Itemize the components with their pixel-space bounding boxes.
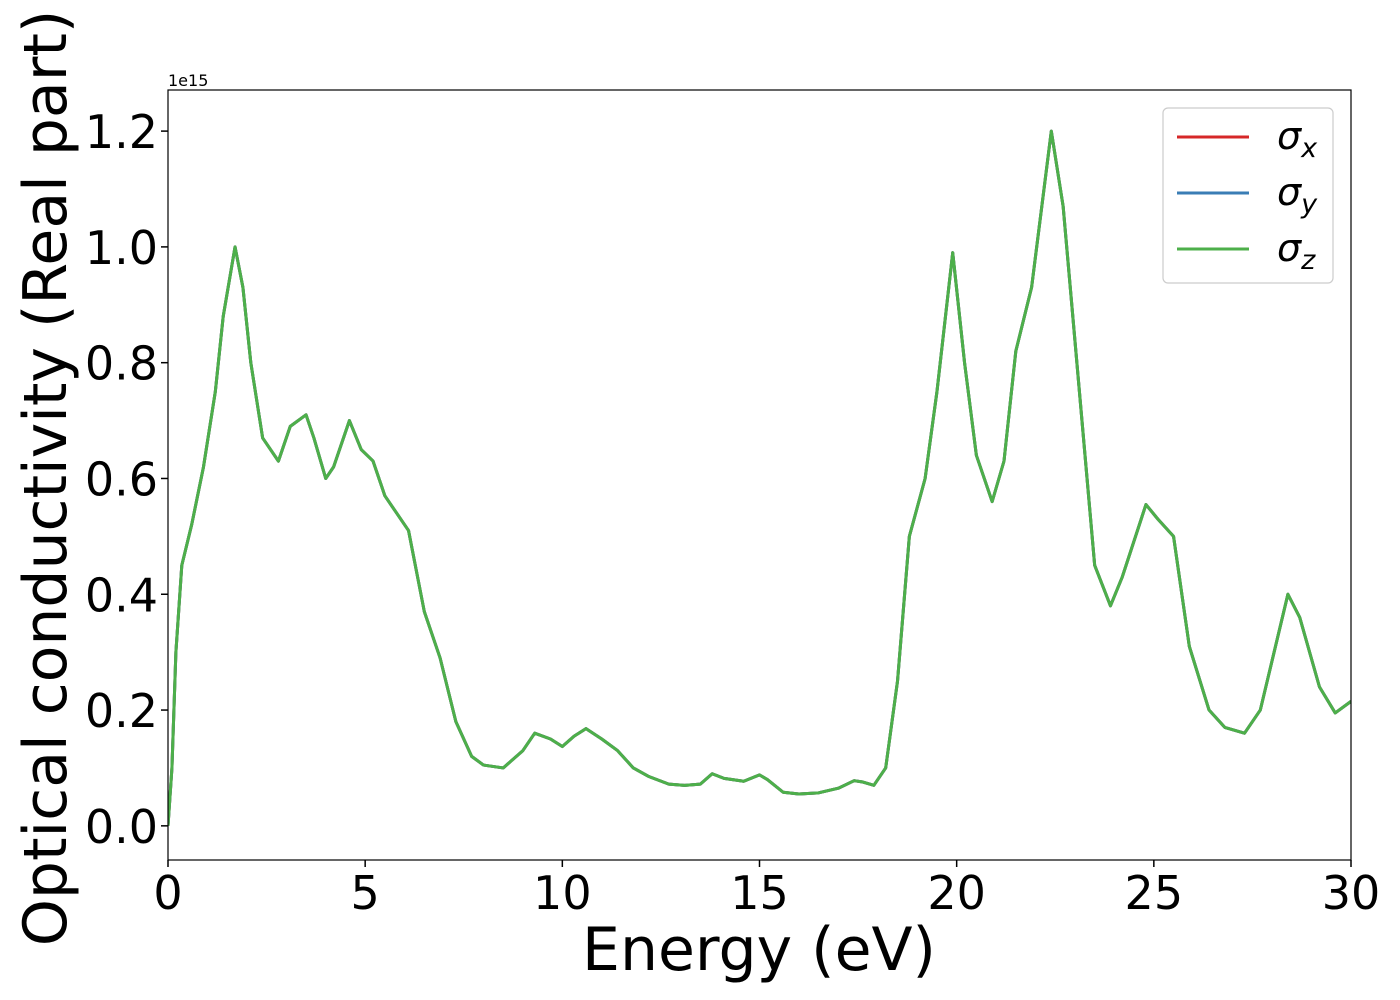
x-tick-label: 15 bbox=[730, 866, 789, 920]
y-tick-label: 0.2 bbox=[85, 684, 158, 738]
legend-box bbox=[1162, 107, 1334, 284]
legend-label: σz bbox=[1277, 226, 1316, 276]
offset-text: 1e15 bbox=[168, 71, 208, 90]
y-axis-label: Optical conductivity (Real part) bbox=[11, 10, 81, 947]
x-tick-label: 20 bbox=[927, 866, 986, 920]
x-tick-label: 10 bbox=[533, 866, 592, 920]
series-line bbox=[168, 129, 1351, 826]
legend-label: σy bbox=[1277, 170, 1318, 220]
y-tick-label: 0.8 bbox=[85, 337, 158, 391]
y-tick-label: 1.2 bbox=[85, 105, 158, 159]
x-tick-label: 5 bbox=[351, 866, 380, 920]
plot-frame bbox=[167, 89, 1352, 861]
y-tick-label: 0.4 bbox=[85, 568, 158, 622]
y-tick-label: 1.0 bbox=[85, 221, 158, 275]
y-tick-label: 0.6 bbox=[85, 452, 158, 506]
x-axis-label: Energy (eV) bbox=[582, 915, 936, 985]
legend-label: σx bbox=[1277, 114, 1318, 164]
x-tick-label: 25 bbox=[1125, 866, 1184, 920]
x-tick-label: 0 bbox=[153, 866, 182, 920]
y-tick-label: 0.0 bbox=[85, 800, 158, 854]
x-tick-label: 30 bbox=[1322, 866, 1381, 920]
